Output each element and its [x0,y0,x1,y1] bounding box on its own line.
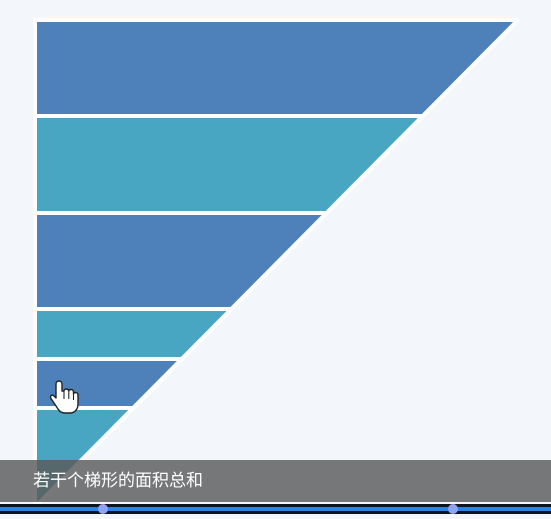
subtitle-bar: 若干个梯形的面积总和 [0,460,551,502]
trapezoid-strip [33,211,329,311]
trapezoid-strip [33,114,425,215]
subtitle-text: 若干个梯形的面积总和 [33,471,203,491]
trapezoid-strip [33,18,520,118]
hypotenuse-line [36,18,520,506]
video-progress-bar[interactable] [0,504,551,514]
trapezoid-strip [33,307,234,361]
hand-pointer-icon [50,380,79,414]
progress-marker[interactable] [448,504,459,514]
progress-marker[interactable] [98,504,109,514]
progress-fill [0,507,551,511]
